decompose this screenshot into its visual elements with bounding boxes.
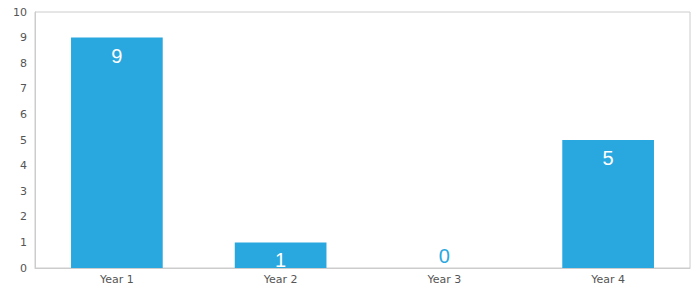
- svg-text:1: 1: [275, 249, 286, 271]
- svg-text:9: 9: [111, 45, 122, 67]
- svg-text:Year 3: Year 3: [426, 273, 461, 286]
- svg-text:9: 9: [20, 31, 27, 44]
- svg-text:0: 0: [20, 262, 27, 275]
- svg-text:5: 5: [603, 147, 614, 169]
- svg-text:6: 6: [20, 108, 27, 121]
- svg-text:5: 5: [20, 134, 27, 147]
- svg-text:8: 8: [20, 57, 27, 70]
- svg-text:2: 2: [20, 210, 27, 223]
- svg-text:7: 7: [20, 82, 27, 95]
- svg-text:Year 2: Year 2: [263, 273, 298, 286]
- svg-text:4: 4: [20, 159, 27, 172]
- svg-text:Year 1: Year 1: [99, 273, 134, 286]
- svg-text:1: 1: [20, 236, 27, 249]
- svg-text:3: 3: [20, 185, 27, 198]
- svg-text:Year 4: Year 4: [590, 273, 625, 286]
- svg-text:0: 0: [439, 245, 450, 267]
- svg-text:10: 10: [13, 6, 27, 19]
